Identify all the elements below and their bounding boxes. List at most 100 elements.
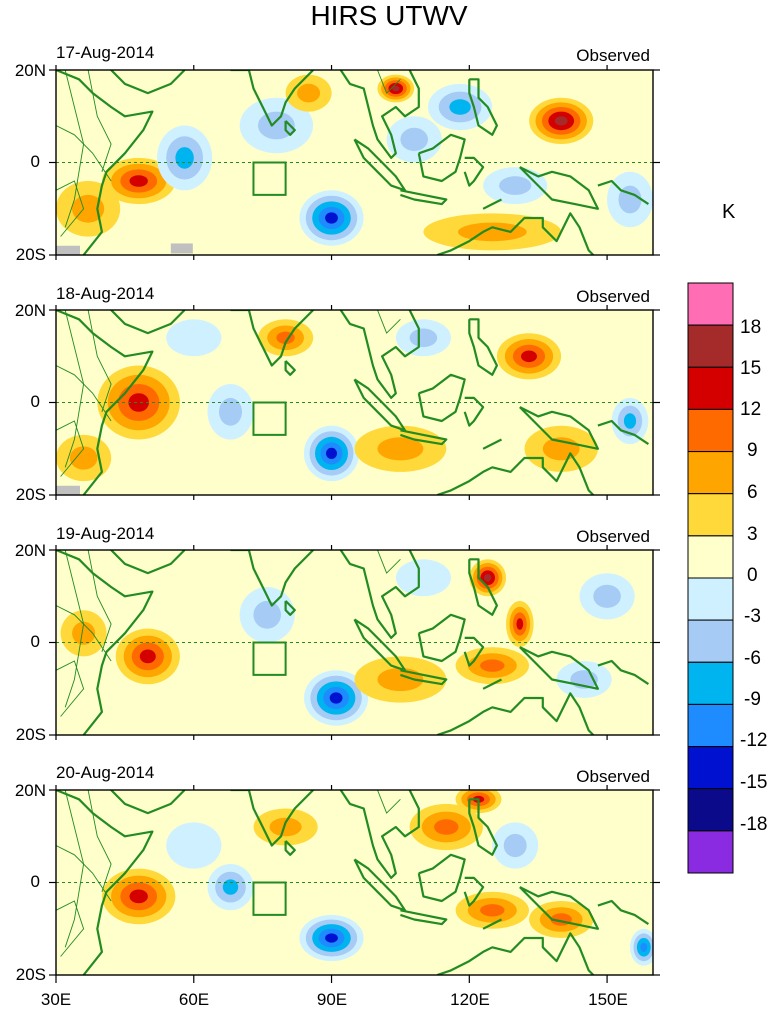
- coastline: [400, 909, 448, 926]
- coastline: [482, 438, 502, 450]
- colorbar-label: -9: [744, 689, 761, 710]
- coastline: [339, 550, 420, 640]
- lat-tick-0: 0: [30, 632, 40, 651]
- colorbar-swatch: [687, 703, 734, 747]
- colorbar-swatch: [687, 746, 734, 790]
- anomaly-contour: [325, 212, 338, 224]
- country-border: [64, 550, 85, 708]
- panel-date-1: 17-Aug-2014: [56, 43, 155, 62]
- anomaly-contour: [503, 833, 527, 858]
- coastline: [436, 212, 595, 255]
- panel-type-3: Observed: [576, 527, 650, 546]
- coastline: [339, 70, 420, 160]
- colorbar-unit-label: K: [722, 201, 736, 223]
- anomaly-contour: [219, 397, 242, 426]
- lat-tick-0: 0: [30, 872, 40, 891]
- lat-tick-0: 0: [30, 392, 40, 411]
- coastline: [400, 429, 448, 446]
- country-border: [377, 70, 401, 94]
- coastline: [519, 166, 600, 210]
- anomaly-contour: [128, 393, 149, 412]
- anomaly-contour: [175, 147, 194, 169]
- country-border: [56, 605, 112, 662]
- coastline: [597, 899, 650, 926]
- lon-tick-30e: 30E: [40, 990, 72, 1009]
- coastline: [230, 70, 314, 127]
- anomaly-contour: [554, 116, 568, 126]
- coastlines: [56, 790, 650, 975]
- colorbar-swatch: [687, 408, 734, 452]
- anomaly-contour: [72, 194, 105, 223]
- coastline: [110, 550, 186, 575]
- country-border: [87, 550, 112, 652]
- panel-1: [49, 65, 660, 260]
- anomaly-contour: [72, 621, 96, 645]
- colorbar-label: 0: [747, 565, 758, 586]
- country-border: [64, 790, 85, 948]
- missing-data-patch: [56, 245, 80, 255]
- coastline: [417, 373, 466, 423]
- anomaly-contour: [253, 600, 281, 629]
- panel-map-3: [49, 545, 660, 740]
- lat-tick-20n: 20N: [14, 61, 46, 80]
- lat-tick-20n: 20N: [14, 301, 46, 320]
- coastline: [110, 790, 186, 815]
- coastline: [468, 78, 498, 136]
- panel-2: [49, 305, 660, 500]
- coastline: [463, 396, 485, 427]
- coastline: [417, 853, 466, 903]
- coastline: [482, 918, 502, 930]
- coastline: [436, 692, 595, 735]
- target-region-box: [252, 401, 287, 436]
- colorbar-label: 9: [747, 440, 758, 461]
- colorbar-label: 12: [740, 399, 762, 420]
- anomaly-contour: [593, 584, 621, 608]
- coastline: [400, 669, 448, 686]
- colorbar-swatch: [687, 535, 734, 579]
- coastline: [230, 790, 314, 847]
- colorbar-label: 6: [747, 482, 758, 503]
- country-border: [377, 310, 401, 334]
- colorbar-swatch: [687, 324, 734, 368]
- anomaly-contour: [166, 822, 222, 869]
- panel-3: [49, 545, 660, 740]
- colorbar-swatch: [687, 493, 734, 537]
- anomaly-contour: [269, 817, 302, 837]
- colorbar-label: -12: [740, 730, 768, 751]
- target-region-box: [252, 161, 287, 196]
- country-border: [377, 550, 401, 574]
- colorbar-label: -3: [744, 606, 761, 627]
- anomaly-contour: [499, 176, 532, 195]
- lon-tick-60e: 60E: [178, 990, 210, 1009]
- anomaly-contour: [325, 933, 338, 943]
- lat-tick-20n: 20N: [14, 781, 46, 800]
- anomaly-contour: [516, 618, 524, 630]
- panel-map-4: [49, 785, 660, 983]
- coastline: [468, 318, 498, 376]
- anomaly-field: [56, 74, 653, 255]
- coastline: [468, 558, 498, 616]
- coastline: [339, 790, 420, 880]
- target-region-box: [252, 641, 287, 676]
- anomaly-contour: [623, 413, 637, 429]
- country-border: [56, 845, 112, 902]
- panel-map-1: [49, 65, 660, 260]
- anomaly-contour: [400, 127, 429, 151]
- country-border: [87, 310, 112, 412]
- colorbar-label: 15: [740, 358, 762, 379]
- country-border: [56, 180, 85, 237]
- country-border: [56, 420, 85, 477]
- panel-date-3: 19-Aug-2014: [56, 524, 155, 543]
- colorbar-swatch: [687, 830, 734, 874]
- anomaly-contour: [392, 85, 400, 92]
- coastline: [482, 678, 502, 690]
- coastline: [463, 156, 485, 187]
- colorbar-swatch: [687, 577, 734, 621]
- country-border: [64, 310, 85, 468]
- missing-data-patch: [170, 243, 193, 254]
- coastline: [284, 360, 296, 376]
- coastline: [468, 798, 498, 856]
- anomaly-contour: [326, 447, 337, 459]
- coastline: [284, 840, 296, 856]
- coastline: [417, 613, 466, 663]
